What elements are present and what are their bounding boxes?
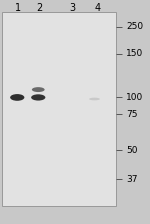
Text: 50: 50 <box>126 146 138 155</box>
Text: 250: 250 <box>126 22 143 31</box>
Text: 75: 75 <box>126 110 138 119</box>
Ellipse shape <box>89 98 100 100</box>
Text: 1: 1 <box>15 3 21 13</box>
Text: 37: 37 <box>126 175 138 184</box>
Text: 2: 2 <box>36 3 42 13</box>
Ellipse shape <box>31 94 45 101</box>
Text: 150: 150 <box>126 49 143 58</box>
Text: 4: 4 <box>94 3 100 13</box>
FancyBboxPatch shape <box>2 12 116 206</box>
Text: 100: 100 <box>126 93 143 102</box>
Ellipse shape <box>10 94 24 101</box>
Ellipse shape <box>32 87 45 92</box>
Text: 3: 3 <box>69 3 75 13</box>
